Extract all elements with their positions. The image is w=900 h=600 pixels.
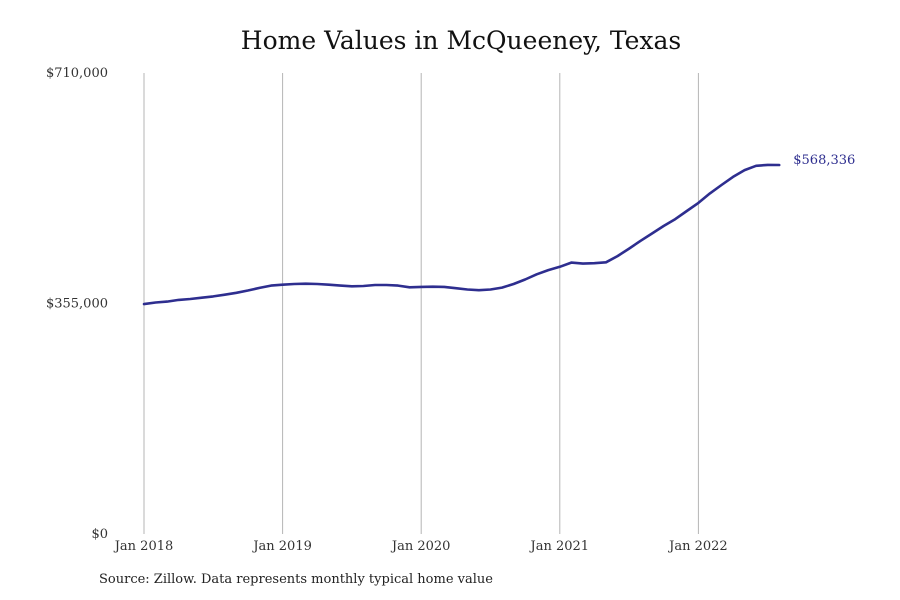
y-tick-label: $710,000 [46,66,108,81]
y-axis-tick-labels: $0 $355,000 $710,000 [46,66,108,542]
chart-title: Home Values in McQueeney, Texas [240,26,682,55]
x-tick-label: Jan 2020 [390,539,451,554]
latest-value-label: $568,336 [793,153,855,168]
y-tick-label: $355,000 [46,297,108,312]
x-tick-label: Jan 2018 [113,539,174,554]
x-tick-label: Jan 2019 [251,539,312,554]
home-value-series-line [142,163,781,306]
x-tick-label: Jan 2022 [667,539,728,554]
source-note: Source: Zillow. Data represents monthly … [99,572,493,587]
vertical-gridlines [143,73,699,534]
y-tick-label: $0 [91,527,108,542]
x-axis-tick-labels: Jan 2018 Jan 2019 Jan 2020 Jan 2021 Jan 2022 [113,539,728,554]
x-tick-label: Jan 2021 [529,539,590,554]
